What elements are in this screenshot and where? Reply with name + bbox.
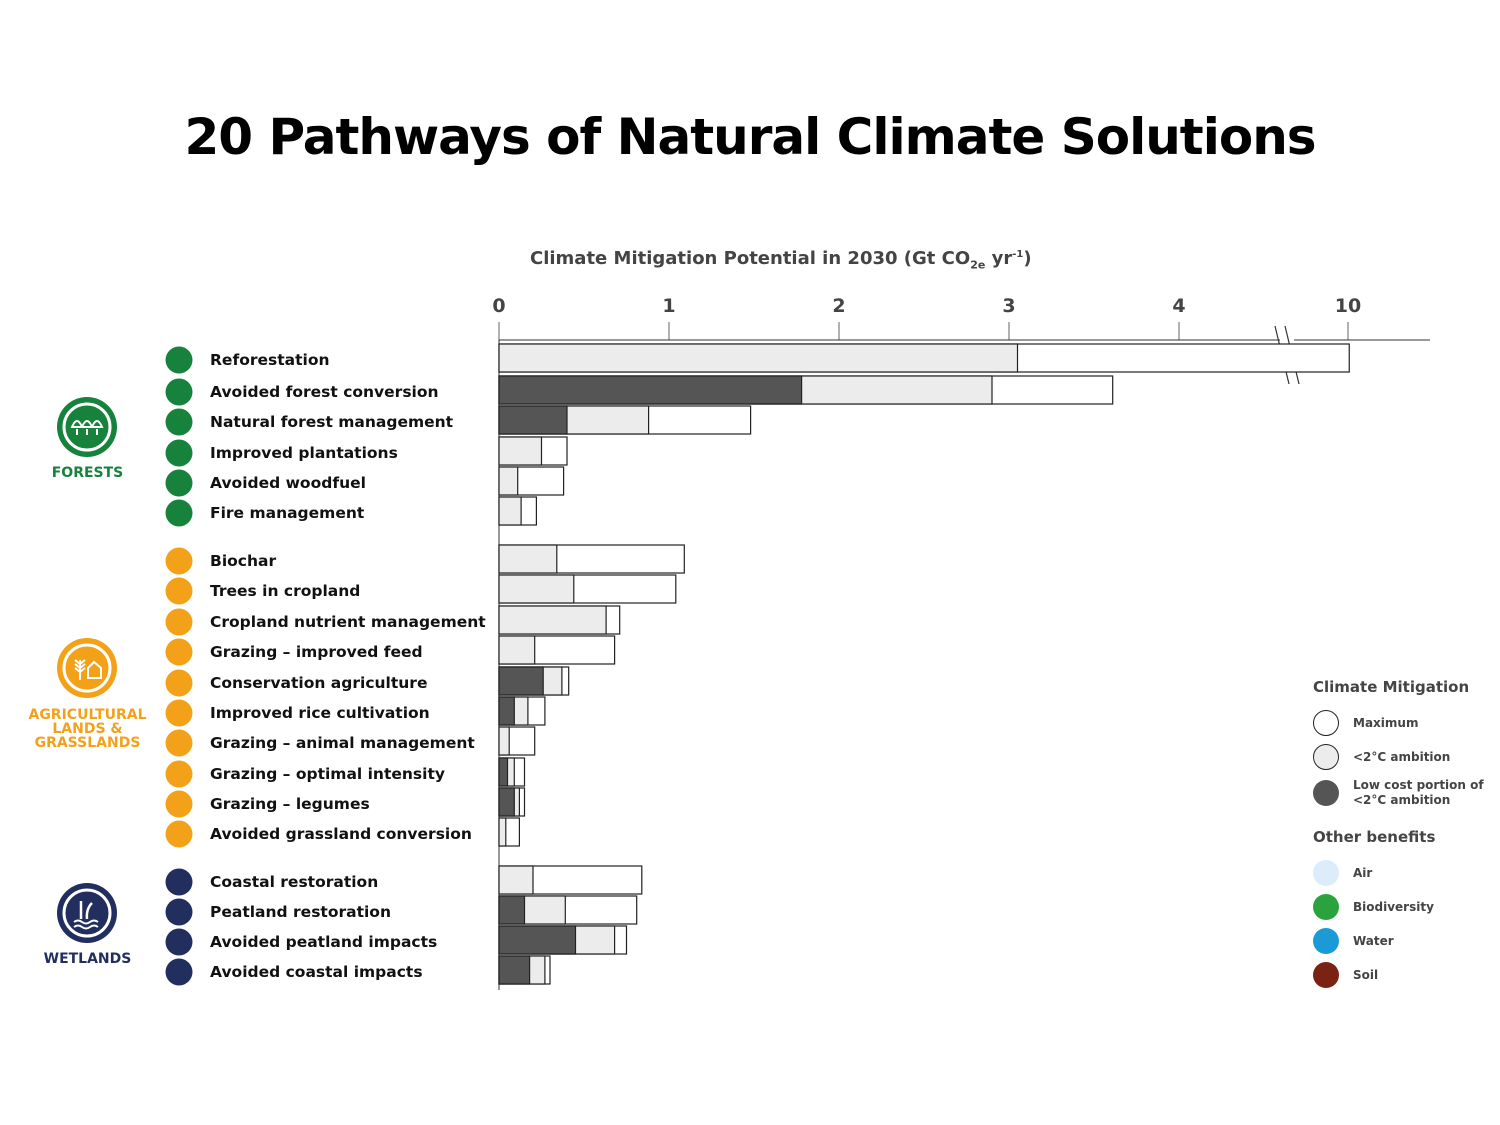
legend-item-biodiversity: Biodiversity xyxy=(1313,890,1493,924)
legend-item-low-cost: Low cost portion of <2°C ambition xyxy=(1313,774,1493,812)
category-dot xyxy=(165,608,193,636)
bars xyxy=(498,343,1350,985)
row-label: Trees in cropland xyxy=(210,582,360,600)
legend-swatch xyxy=(1313,744,1339,770)
category-dot xyxy=(165,790,193,818)
category-dot xyxy=(165,820,193,848)
bar-low-cost xyxy=(498,696,515,726)
category-label-agriculture: AGRICULTURAL LANDS & GRASSLANDS xyxy=(28,707,147,751)
forests-icon xyxy=(57,397,117,457)
legend-item-maximum: Maximum xyxy=(1313,706,1493,740)
agriculture-icon xyxy=(57,638,117,698)
bar-ambition xyxy=(498,343,1019,373)
row-label: Avoided woodfuel xyxy=(210,474,366,492)
category-dot xyxy=(165,669,193,697)
air-swatch xyxy=(1313,860,1339,886)
bar-low-cost xyxy=(498,895,526,925)
category-dot xyxy=(165,378,193,406)
category-dot xyxy=(165,547,193,575)
x-tick-label: 4 xyxy=(1172,295,1185,317)
row-label: Peatland restoration xyxy=(210,903,391,921)
category-dot xyxy=(165,868,193,896)
bar-ambition xyxy=(498,605,607,635)
legend-benefits-title: Other benefits xyxy=(1313,828,1436,846)
row-label: Grazing – animal management xyxy=(210,734,475,752)
category-dot xyxy=(165,439,193,467)
bar-ambition xyxy=(498,496,522,526)
row-label: Grazing – legumes xyxy=(210,795,370,813)
biodiversity-swatch xyxy=(1313,894,1339,920)
axis-title: Climate Mitigation Potential in 2030 (Gt… xyxy=(530,248,1032,272)
category-dot xyxy=(165,928,193,956)
bar-low-cost xyxy=(498,405,568,435)
category-dot xyxy=(165,958,193,986)
row-label: Cropland nutrient management xyxy=(210,613,486,631)
x-tick-label: 10 xyxy=(1335,295,1361,317)
category-dot xyxy=(165,760,193,788)
category-dot xyxy=(165,469,193,497)
row-label: Fire management xyxy=(210,504,365,522)
legend-swatch xyxy=(1313,710,1339,736)
row-label: Avoided peatland impacts xyxy=(210,933,437,951)
category-dot xyxy=(165,729,193,757)
legend-item-soil: Soil xyxy=(1313,958,1493,992)
bar-ambition xyxy=(498,817,507,847)
x-tick-label: 3 xyxy=(1002,295,1015,317)
row-label: Grazing – optimal intensity xyxy=(210,765,445,783)
x-tick-label: 2 xyxy=(832,295,845,317)
legend-swatch xyxy=(1313,780,1339,806)
bar-ambition xyxy=(498,635,536,665)
x-tick-label: 1 xyxy=(662,295,675,317)
x-tick-label: 0 xyxy=(492,295,505,317)
bar-ambition xyxy=(498,436,543,466)
bar-ambition xyxy=(498,574,575,604)
category-dot xyxy=(165,638,193,666)
row-label: Conservation agriculture xyxy=(210,674,427,692)
row-label: Biochar xyxy=(210,552,276,570)
bar-ambition xyxy=(498,544,558,574)
bar-ambition xyxy=(498,466,519,496)
bar-low-cost xyxy=(498,375,803,405)
category-label-forests: FORESTS xyxy=(51,465,124,481)
category-dot xyxy=(165,346,193,374)
category-dot xyxy=(165,408,193,436)
row-label: Avoided coastal impacts xyxy=(210,963,423,981)
bar-low-cost xyxy=(498,757,509,787)
row-label: Avoided grassland conversion xyxy=(210,825,472,843)
row-label: Grazing – improved feed xyxy=(210,643,423,661)
row-label: Reforestation xyxy=(210,351,330,369)
bar-ambition xyxy=(498,865,534,895)
row-label: Coastal restoration xyxy=(210,873,378,891)
category-dot xyxy=(165,499,193,527)
bar-low-cost xyxy=(498,955,531,985)
row-label: Improved rice cultivation xyxy=(210,704,430,722)
category-dot xyxy=(165,577,193,605)
legend-item-air: Air xyxy=(1313,856,1493,890)
bar-ambition xyxy=(498,726,510,756)
soil-swatch xyxy=(1313,962,1339,988)
row-label: Natural forest management xyxy=(210,413,454,431)
category-dot xyxy=(165,699,193,727)
row-label: Avoided forest conversion xyxy=(210,383,439,401)
legend: Climate Mitigation Maximum <2°C ambition… xyxy=(1313,678,1493,992)
wetlands-icon xyxy=(57,883,117,943)
bar-low-cost xyxy=(498,925,577,955)
chart-title: 20 Pathways of Natural Climate Solutions xyxy=(184,108,1316,166)
bar-low-cost xyxy=(498,666,544,696)
row-label: Improved plantations xyxy=(210,444,398,462)
row-labels: Reforestation Avoided forest conversion Na… xyxy=(165,346,486,986)
legend-mitigation-title: Climate Mitigation xyxy=(1313,678,1470,696)
legend-item-water: Water xyxy=(1313,924,1493,958)
category-label-wetlands: WETLANDS xyxy=(43,951,132,967)
legend-item-ambition: <2°C ambition xyxy=(1313,740,1493,774)
category-dot xyxy=(165,898,193,926)
water-swatch xyxy=(1313,928,1339,954)
bar-low-cost xyxy=(498,787,515,817)
